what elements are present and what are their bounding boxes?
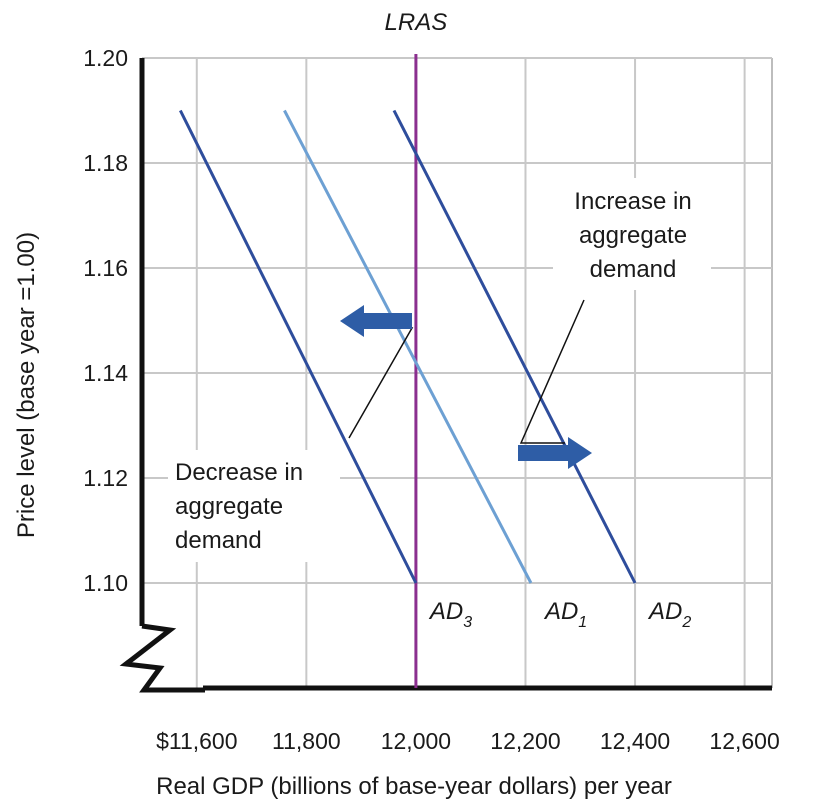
decrease-label-bg — [168, 450, 340, 562]
y-tick-label-4: 1.12 — [83, 465, 128, 491]
ad-curve-2 — [392, 109, 637, 584]
labels: LRAS AD3 AD1 AD2 Real GDP (billions of base-… — [13, 9, 691, 800]
increase-arrow — [518, 437, 592, 469]
decrease-label-line-2: demand — [175, 527, 262, 554]
axis-break-symbol — [119, 623, 205, 693]
annotations: Increase in aggregate demand Decrease in agg… — [168, 178, 711, 562]
increase-pointer-line — [519, 299, 585, 444]
ad-label-1: AD1 — [543, 598, 587, 631]
x-tick-label-3: 12,200 — [490, 728, 560, 754]
y-axis-title: Price level (base year =1.00) — [13, 232, 40, 538]
decrease-label-line-1: aggregate — [175, 493, 283, 520]
increase-label-line-1: aggregate — [579, 222, 687, 249]
y-tick-label-1: 1.18 — [83, 150, 128, 176]
increase-label-line-0: Increase in — [574, 188, 691, 215]
x-tick-label-5: 12,600 — [709, 728, 779, 754]
lras-label: LRAS — [385, 9, 448, 36]
y-tick-label-0: 1.20 — [83, 45, 128, 71]
ticks: $11,600 11,800 12,000 12,200 12,400 12,600 1.2… — [83, 45, 780, 754]
y-tick-label-3: 1.14 — [83, 360, 128, 386]
ad-label-2: AD2 — [647, 598, 691, 631]
ad-curve-3 — [179, 109, 418, 584]
y-tick-label-5: 1.10 — [83, 570, 128, 596]
ad-label-3: AD3 — [428, 598, 472, 631]
x-tick-label-1: 11,800 — [272, 728, 341, 754]
increase-label-bg — [553, 178, 711, 290]
decrease-arrow — [340, 305, 412, 337]
curves — [179, 109, 637, 584]
increase-label-line-2: demand — [590, 256, 677, 283]
decrease-label-line-0: Decrease in — [175, 459, 303, 486]
ad-curve-1 — [283, 109, 533, 584]
x-tick-label-2: 12,000 — [381, 728, 451, 754]
x-tick-label-4: 12,400 — [600, 728, 670, 754]
x-tick-label-0: $11,600 — [156, 728, 237, 754]
x-axis-title: Real GDP (billions of base-year dollars)… — [156, 773, 672, 800]
y-tick-label-2: 1.16 — [83, 255, 128, 281]
axes — [119, 58, 772, 693]
decrease-pointer-line — [348, 327, 414, 439]
grid — [142, 57, 773, 688]
